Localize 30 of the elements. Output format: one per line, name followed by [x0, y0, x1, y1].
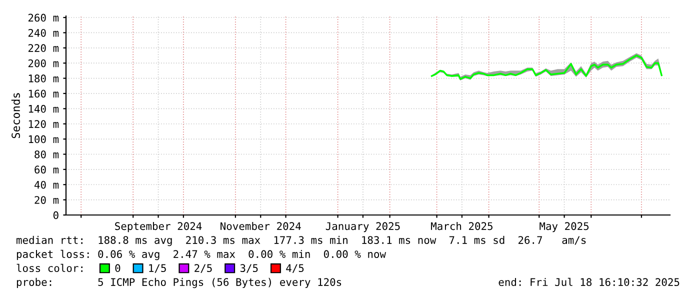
x-tick-label: May 2025: [540, 222, 589, 232]
y-tick-label: 160 m: [28, 90, 59, 98]
y-tick-label: 100 m: [28, 135, 59, 144]
y-tick-label: 0: [53, 211, 58, 220]
legend-label: 0: [115, 264, 120, 272]
x-tick-label: January 2025: [326, 222, 400, 232]
y-tick-label: 20 m: [34, 196, 59, 204]
y-tick-label: 220 m: [28, 44, 59, 52]
y-tick-label: 60 m: [34, 166, 59, 174]
y-tick-label: 260 m: [28, 14, 59, 22]
x-tick-label: September 2024: [115, 222, 202, 232]
y-tick-label: 200 m: [28, 59, 59, 68]
y-tick-label: 120 m: [28, 120, 59, 128]
x-tick-label: March 2025: [431, 222, 492, 230]
text: end: Fri Jul 18 16:10:32 2025: [498, 278, 680, 286]
y-tick-label: 240 m: [28, 28, 59, 37]
x-tick-label: November 2024: [220, 222, 301, 230]
legend-label: 4/5: [286, 264, 304, 273]
legend-title: loss color:: [16, 264, 82, 272]
legend-label: 2/5: [194, 264, 212, 273]
y-tick-label: 180 m: [28, 74, 59, 82]
text: packet loss: 0.06 % avg 2.47 % max 0.00 % min 0.00 % now: [16, 250, 386, 260]
text: median rtt: 188.8 ms avg 210.3 ms max 177.3 ms min 183.1 ms now 7.1 ms sd 26.7 am/s: [16, 236, 586, 246]
y-axis-title: Seconds: [11, 93, 20, 138]
text: probe: 5 ICMP Echo Pings (56 Bytes) every 120s: [16, 278, 342, 288]
y-tick-label: 140 m: [28, 104, 59, 113]
legend-label: 1/5: [149, 264, 166, 273]
legend-label: 3/5: [240, 264, 258, 273]
y-tick-label: 40 m: [34, 180, 59, 189]
y-tick-label: 80 m: [34, 150, 59, 158]
